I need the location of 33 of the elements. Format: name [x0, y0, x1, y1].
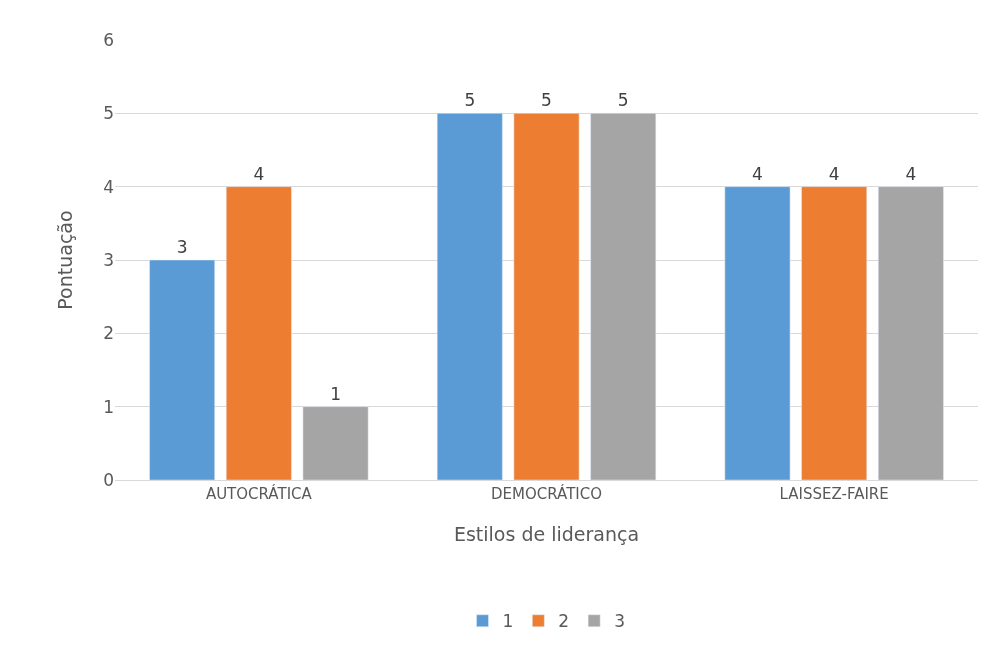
- y-tick-label: 3: [103, 249, 114, 270]
- bar: [590, 113, 657, 480]
- y-tick-label: 1: [103, 396, 114, 417]
- bar: [724, 186, 791, 480]
- x-tick-label: AUTOCRÁTICA: [205, 484, 313, 503]
- data-label: 4: [253, 163, 265, 184]
- y-tick-label: 5: [103, 103, 114, 124]
- data-label: 4: [752, 163, 763, 184]
- x-tick-label: DEMOCRÁTICO: [490, 484, 603, 503]
- bar: [436, 113, 503, 480]
- legend-label: 2: [558, 611, 570, 632]
- legend-label: 3: [614, 611, 625, 632]
- bar: [149, 259, 215, 480]
- data-label: 3: [176, 237, 188, 257]
- y-tick-label: 2: [103, 323, 114, 344]
- bar: [801, 186, 868, 480]
- data-label: 1: [330, 383, 341, 404]
- y-axis-title: Pontuação: [54, 210, 77, 310]
- x-axis-title: Estilos de liderança: [453, 522, 640, 545]
- y-tick-label: 4: [103, 176, 114, 197]
- legend-label: 1: [502, 611, 514, 632]
- data-label: 5: [541, 90, 552, 111]
- bar: [513, 113, 580, 480]
- x-tick-label: LAISSEZ-FAIRE: [779, 485, 889, 503]
- y-tick-label: 0: [103, 469, 114, 490]
- data-label: 5: [464, 90, 476, 111]
- bar: [302, 406, 369, 480]
- bar: [878, 186, 944, 480]
- data-label: 4: [828, 163, 840, 184]
- bar: [225, 186, 292, 480]
- data-label: 4: [905, 163, 917, 184]
- y-tick-label: 6: [103, 29, 114, 50]
- data-label: 5: [617, 90, 629, 111]
